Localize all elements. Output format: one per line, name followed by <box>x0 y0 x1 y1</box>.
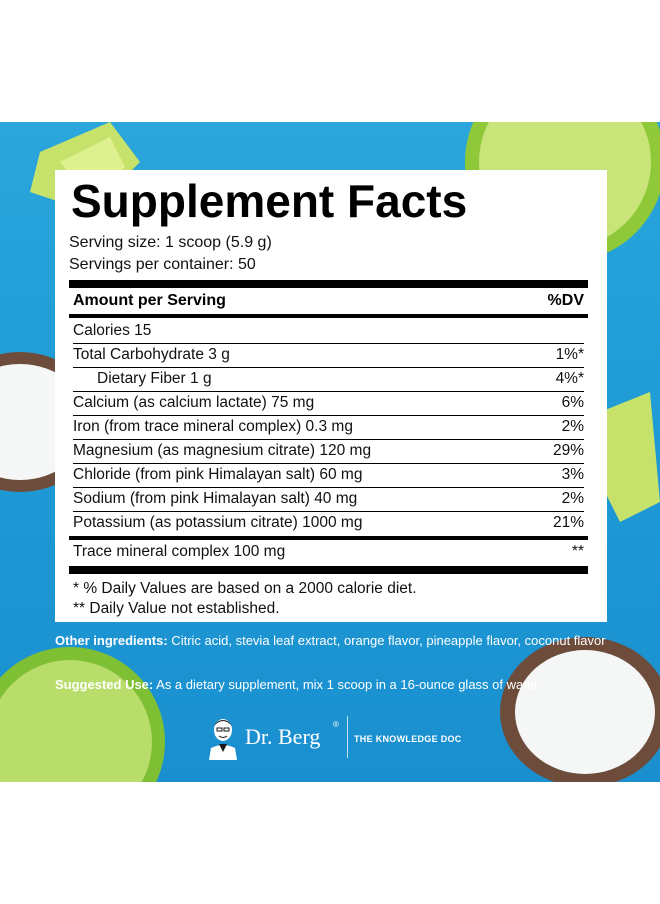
suggested-use-text: As a dietary supplement, mix 1 scoop in … <box>153 677 542 692</box>
supplement-facts-panel: Supplement Facts Serving size: 1 scoop (… <box>55 170 607 622</box>
table-header: Amount per Serving %DV <box>73 292 584 310</box>
table-row: Sodium (from pink Himalayan salt) 40 mg 2… <box>73 487 584 512</box>
other-ingredients: Other ingredients: Citric acid, stevia l… <box>55 632 615 649</box>
product-banner: Supplement Facts Serving size: 1 scoop (… <box>0 122 660 782</box>
panel-title: Supplement Facts <box>71 175 468 227</box>
registered-mark: ® <box>333 720 339 729</box>
footnote-not-established: ** Daily Value not established. <box>73 600 280 617</box>
divider-thick <box>69 566 588 574</box>
footnote-dv: * % Daily Values are based on a 2000 cal… <box>73 580 417 597</box>
divider-medium <box>69 536 588 540</box>
table-row: Iron (from trace mineral complex) 0.3 mg… <box>73 415 584 440</box>
table-row: Calories 15 <box>73 319 584 344</box>
table-row: Dietary Fiber 1 g 4%* <box>73 367 584 392</box>
divider-medium <box>69 314 588 318</box>
brand-logo: Dr. Berg ® THE KNOWLEDGE DOC <box>205 714 465 764</box>
other-ingredients-label: Other ingredients: <box>55 633 168 648</box>
amount-header: Amount per Serving <box>73 292 226 309</box>
table-row: Trace mineral complex 100 mg ** <box>73 543 584 560</box>
other-ingredients-text: Citric acid, stevia leaf extract, orange… <box>167 633 606 648</box>
fruit-decoration <box>0 122 660 782</box>
doctor-portrait-icon <box>209 719 237 760</box>
table-row: Chloride (from pink Himalayan salt) 60 m… <box>73 463 584 488</box>
table-row: Potassium (as potassium citrate) 1000 mg… <box>73 514 584 531</box>
brand-tagline: THE KNOWLEDGE DOC <box>354 734 462 744</box>
table-row: Total Carbohydrate 3 g 1%* <box>73 343 584 368</box>
table-row: Magnesium (as magnesium citrate) 120 mg 2… <box>73 439 584 464</box>
suggested-use-label: Suggested Use: <box>55 677 154 692</box>
suggested-use: Suggested Use: As a dietary supplement, … <box>55 676 615 693</box>
servings-per-container: Servings per container: 50 <box>69 256 256 273</box>
divider-thick <box>69 280 588 288</box>
table-row: Calcium (as calcium lactate) 75 mg 6% <box>73 391 584 416</box>
serving-size: Serving size: 1 scoop (5.9 g) <box>69 234 272 251</box>
brand-name: Dr. Berg <box>245 724 321 749</box>
dv-header: %DV <box>547 292 584 309</box>
logo-divider <box>347 716 348 758</box>
